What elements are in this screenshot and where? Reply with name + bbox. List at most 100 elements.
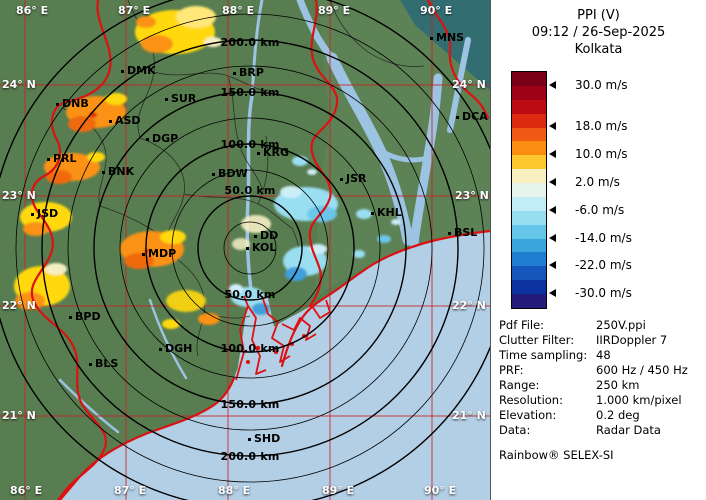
colorbar-band [512,127,546,142]
metadata-label: Clutter Filter: [499,333,575,347]
station-label: BRP [233,66,264,79]
radar-echo-layer [14,6,401,329]
colorbar-tick-arrow [549,289,556,297]
metadata-label: Time sampling: [499,348,588,362]
station-label: DMK [121,64,156,77]
metadata-row: Time sampling: 48 [499,348,703,363]
colorbar-band [512,210,546,225]
station-label: KRG [257,146,289,159]
colorbar-band [512,252,546,267]
station-label: SHD [248,432,280,445]
range-ring-label: 150.0 km [220,86,280,99]
range-ring-label: 50.0 km [224,288,276,301]
colorbar-area: 30.0 m/s 18.0 m/s 10.0 m/s 2.0 m/s -6.0 m/s -… [491,0,706,320]
radar-map: 86° E 87° E 88° E 89° E 90° E 86° E 87° E 88° E… [0,0,490,500]
metadata-row: Range: 250 km [499,378,703,393]
colorbar-label: 10.0 m/s [575,147,628,161]
station-label: BPD [69,310,101,323]
colorbar-tick-arrow [549,234,556,242]
axis-label: 21° N [2,409,36,422]
colorbar-band [512,99,546,114]
colorbar-tick-arrow [549,150,556,158]
axis-label: 24° N [452,78,486,91]
info-panel: PPI (V) 09:12 / 26-Sep-2025 Kolkata 30.0… [490,0,706,500]
radar-map-canvas [0,0,490,500]
colorbar-label: -22.0 m/s [575,258,632,272]
metadata-row: Resolution: 1.000 km/pixel [499,393,703,408]
station-label: DGH [159,342,192,355]
map-label-overlay: 86° E 87° E 88° E 89° E 90° E 86° E 87° E 88° E… [0,0,490,500]
colorbar-band [512,224,546,239]
metadata-row: Data: Radar Data [499,423,703,438]
metadata-label: Range: [499,378,540,392]
axis-label: 21° N [452,409,486,422]
colorbar-band [512,238,546,253]
colorbar-band [512,196,546,211]
station-label: DD [254,229,278,242]
station-label: JSD [31,207,58,220]
metadata-value: 1.000 km/pixel [596,393,682,407]
axis-label: 87° E [118,4,151,17]
colorbar-band [512,294,546,308]
product-title: PPI (V) [577,8,620,23]
station-label: SUR [165,92,196,105]
axis-label: 90° E [424,484,457,497]
axis-label: 87° E [114,484,147,497]
colorbar-band [512,183,546,197]
colorbar-label: -30.0 m/s [575,286,632,300]
metadata-value: 0.2 deg [596,408,640,422]
axis-label: 90° E [420,4,453,17]
range-ring-label: 50.0 km [224,184,276,197]
range-ring-label: 150.0 km [220,398,280,411]
metadata-value: 250V.ppi [596,318,646,332]
colorbar-tick-arrow [549,81,556,89]
brand-line: Rainbow® SELEX-SI [499,448,614,462]
axis-label: 23° N [2,189,36,202]
axis-label: 88° E [222,4,255,17]
colorbar-band [512,155,546,170]
station-label: KOL [246,241,276,254]
metadata-label: Resolution: [499,393,563,407]
station-label: ASD [109,114,141,127]
colorbar-band [512,141,546,156]
colorbar-label: 2.0 m/s [575,175,620,189]
colorbar-band [512,169,546,183]
station-label: PRL [47,152,77,165]
colorbar-band [512,113,546,128]
axis-label: 22° N [452,299,486,312]
colorbar-label: -14.0 m/s [575,231,632,245]
metadata-value: Radar Data [596,423,661,437]
axis-label: 24° N [2,78,36,91]
metadata-value: 600 Hz / 450 Hz [596,363,688,377]
metadata-block: Pdf File: 250V.ppi Clutter Filter: IIRDoppl… [499,318,703,463]
colorbar-band [512,280,546,294]
metadata-value: IIRDoppler 7 [596,333,668,347]
colorbar-band [512,266,546,281]
station-label: BLS [89,357,118,370]
metadata-value: 48 [596,348,611,362]
colorbar-tick-arrow [549,178,556,186]
station-label: JSR [340,172,367,185]
colorbar-label: 30.0 m/s [575,78,628,92]
axis-label: 88° E [218,484,251,497]
scan-datetime: 09:12 / 26-Sep-2025 [531,25,666,40]
metadata-row: Clutter Filter: IIRDoppler 7 [499,333,703,348]
metadata-value: 250 km [596,378,640,392]
station-label: DCA [456,110,488,123]
colorbar-tick-arrow [549,122,556,130]
station-label: BDW [212,167,248,180]
colorbar-label: -6.0 m/s [575,203,625,217]
range-ring-label: 100.0 km [220,342,280,355]
metadata-row: Pdf File: 250V.ppi [499,318,703,333]
station-label: KHL [371,206,402,219]
axis-label: 22° N [2,299,36,312]
axis-label: 23° N [455,189,489,202]
metadata-label: Elevation: [499,408,557,422]
colorbar-tick-arrow [549,261,556,269]
panel-title-block: PPI (V) 09:12 / 26-Sep-2025 Kolkata [491,7,706,58]
velocity-colorbar [511,71,547,309]
metadata-label: Data: [499,423,531,437]
metadata-row: PRF: 600 Hz / 450 Hz [499,363,703,378]
radar-site-name: Kolkata [574,42,623,57]
station-label: BSL [448,226,477,239]
